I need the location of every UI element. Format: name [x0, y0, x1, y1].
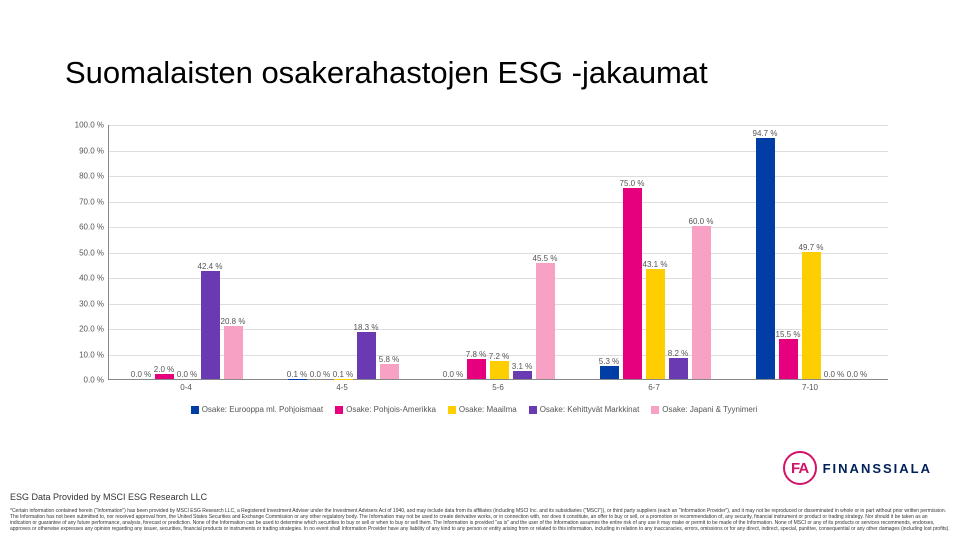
bar: 45.5 % [536, 263, 555, 379]
y-axis-label: 90.0 % [60, 146, 104, 155]
bar: 3.1 % [513, 371, 532, 379]
x-axis-label: 6-7 [648, 383, 660, 392]
x-axis-label: 4-5 [336, 383, 348, 392]
x-axis-label: 0-4 [180, 383, 192, 392]
bar-value-label: 20.8 % [221, 317, 246, 326]
y-axis-label: 40.0 % [60, 274, 104, 283]
bar: 18.3 % [357, 332, 376, 379]
bar: 8.2 % [669, 358, 688, 379]
bar-value-label: 18.3 % [354, 323, 379, 332]
bar-value-label: 8.2 % [668, 349, 688, 358]
legend-swatch [335, 406, 343, 414]
y-axis-label: 100.0 % [60, 121, 104, 130]
bar-value-label: 0.1 % [333, 370, 353, 379]
y-axis-label: 50.0 % [60, 248, 104, 257]
bar-value-label: 43.1 % [643, 260, 668, 269]
bar-value-label: 45.5 % [533, 254, 558, 263]
legend-swatch [651, 406, 659, 414]
y-axis-label: 70.0 % [60, 197, 104, 206]
bar-value-label: 42.4 % [198, 262, 223, 271]
legend-item: Osake: Pohjois-Amerikka [335, 405, 436, 414]
bar-value-label: 2.0 % [154, 365, 174, 374]
logo-initials: FA [783, 451, 817, 485]
bar-group: 0.1 %0.0 %0.1 %18.3 %5.8 % [286, 125, 401, 379]
bar-group: 0.0 %7.8 %7.2 %3.1 %45.5 % [442, 125, 557, 379]
y-axis-label: 30.0 % [60, 299, 104, 308]
disclaimer-text: *Certain information contained herein ("… [10, 508, 950, 532]
bar-value-label: 75.0 % [620, 179, 645, 188]
x-axis-label: 7-10 [802, 383, 818, 392]
data-source: ESG Data Provided by MSCI ESG Research L… [10, 492, 950, 502]
legend-swatch [529, 406, 537, 414]
logo-text: FINANSSIALA [823, 461, 932, 476]
bar-value-label: 7.2 % [489, 352, 509, 361]
bar: 94.7 % [756, 138, 775, 379]
y-axis-label: 80.0 % [60, 172, 104, 181]
legend-swatch [448, 406, 456, 414]
y-axis-label: 10.0 % [60, 350, 104, 359]
legend-item: Osake: Eurooppa ml. Pohjoismaat [191, 405, 323, 414]
bar-value-label: 7.8 % [466, 350, 486, 359]
bar-value-label: 49.7 % [799, 243, 824, 252]
bar-value-label: 0.0 % [824, 370, 844, 379]
bar-value-label: 0.1 % [287, 370, 307, 379]
bar: 7.8 % [467, 359, 486, 379]
bar-group: 5.3 %75.0 %43.1 %8.2 %60.0 % [598, 125, 713, 379]
bar: 7.2 % [490, 361, 509, 379]
chart-legend: Osake: Eurooppa ml. Pohjoismaat Osake: Po… [60, 405, 888, 414]
bar: 2.0 % [155, 374, 174, 379]
bar-value-label: 0.0 % [310, 370, 330, 379]
bar-value-label: 0.0 % [847, 370, 867, 379]
x-axis-label: 5-6 [492, 383, 504, 392]
bar-value-label: 60.0 % [689, 217, 714, 226]
bar-group: 0.0 %2.0 %0.0 %42.4 %20.8 % [130, 125, 245, 379]
y-axis-label: 0.0 % [60, 376, 104, 385]
bar-group: 94.7 %15.5 %49.7 %0.0 %0.0 % [754, 125, 869, 379]
bar: 15.5 % [779, 339, 798, 379]
bar-value-label: 0.0 % [131, 370, 151, 379]
legend-item: Osake: Kehittyvät Markkinat [529, 405, 640, 414]
bar-value-label: 94.7 % [753, 129, 778, 138]
y-axis-label: 20.0 % [60, 325, 104, 334]
legend-item: Osake: Japani & Tyynimeri [651, 405, 757, 414]
bar: 43.1 % [646, 269, 665, 379]
bar-value-label: 5.8 % [379, 355, 399, 364]
bar: 5.8 % [380, 364, 399, 379]
bar: 49.7 % [802, 252, 821, 379]
bar: 42.4 % [201, 271, 220, 379]
legend-swatch [191, 406, 199, 414]
y-axis-label: 60.0 % [60, 223, 104, 232]
bar: 20.8 % [224, 326, 243, 379]
esg-chart: 0.0 %2.0 %0.0 %42.4 %20.8 %0.1 %0.0 %0.1… [60, 125, 888, 405]
legend-item: Osake: Maailma [448, 405, 517, 414]
bar-value-label: 5.3 % [599, 357, 619, 366]
bar: 5.3 % [600, 366, 619, 380]
brand-logo: FA FINANSSIALA [783, 451, 932, 485]
bar: 75.0 % [623, 188, 642, 379]
bar-value-label: 0.0 % [443, 370, 463, 379]
slide-title: Suomalaisten osakerahastojen ESG -jakaum… [65, 55, 708, 91]
bar-value-label: 15.5 % [776, 330, 801, 339]
bar-value-label: 3.1 % [512, 362, 532, 371]
bar: 60.0 % [692, 226, 711, 379]
bar-value-label: 0.0 % [177, 370, 197, 379]
